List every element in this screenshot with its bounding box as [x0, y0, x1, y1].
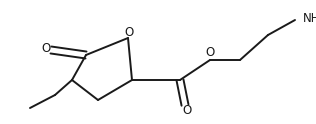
Text: O: O [41, 43, 51, 56]
Text: O: O [205, 46, 215, 60]
Text: O: O [182, 105, 191, 118]
Text: NH₂: NH₂ [303, 13, 316, 26]
Text: O: O [125, 26, 134, 38]
